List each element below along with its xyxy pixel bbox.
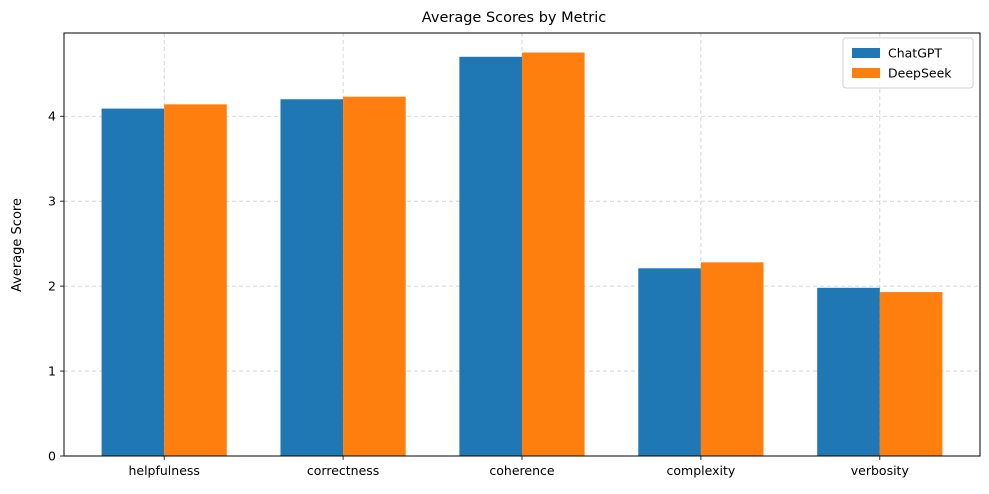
legend-label-deepseek: DeepSeek — [888, 66, 952, 81]
legend-swatch-chatgpt — [852, 48, 880, 58]
bar-chatgpt-verbosity — [817, 287, 880, 456]
y-tick-label: 4 — [48, 109, 56, 124]
legend-label-chatgpt: ChatGPT — [888, 46, 942, 61]
x-tick-label: correctness — [307, 463, 379, 478]
y-tick-label: 2 — [48, 279, 56, 294]
bar-deepseek-helpfulness — [164, 104, 227, 456]
legend: ChatGPT DeepSeek — [842, 37, 974, 89]
x-tick-label: coherence — [489, 463, 554, 478]
y-tick-label: 3 — [48, 194, 56, 209]
x-tick-label: helpfulness — [128, 463, 199, 478]
bar-chatgpt-correctness — [280, 99, 344, 456]
bar-deepseek-verbosity — [879, 292, 943, 456]
bar-deepseek-correctness — [343, 96, 406, 456]
bar-deepseek-coherence — [522, 52, 585, 457]
y-tick-label: 0 — [48, 449, 56, 464]
bar-chatgpt-complexity — [638, 268, 701, 456]
bars-layer — [101, 52, 943, 457]
y-axis-label: Average Score — [10, 198, 25, 292]
bar-deepseek-complexity — [700, 262, 764, 456]
legend-swatch-deepseek — [852, 68, 880, 78]
bar-chatgpt-helpfulness — [101, 108, 165, 457]
x-tick-label: verbosity — [851, 463, 910, 478]
bar-chatgpt-coherence — [459, 56, 522, 456]
x-tick-label: complexity — [667, 463, 736, 478]
y-tick-label: 1 — [48, 364, 56, 379]
ticks-layer: 0 1 2 3 4 helpfulness correctness coherence comp… — [48, 109, 909, 478]
chart-title: Average Scores by Metric — [422, 10, 606, 26]
